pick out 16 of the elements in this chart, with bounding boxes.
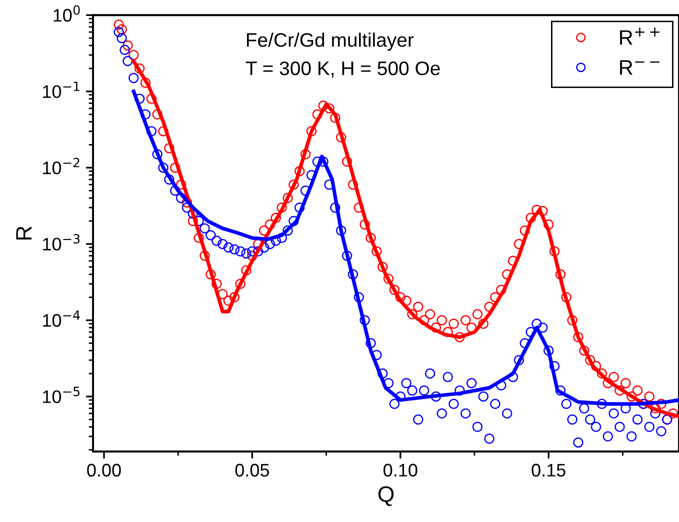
legend-label: R$^{++}$ (620, 28, 660, 45)
x-tick-label: 0.10 (384, 464, 418, 477)
y-tick-label: 10$^{−2}$ (43, 158, 80, 174)
annotation: T = 300 K, H = 500 Oe (246, 61, 440, 78)
y-tick-label: 10$^{−3}$ (43, 234, 80, 251)
x-axis-title: Q (378, 486, 394, 506)
y-tick-label: 10$^{−1}$ (43, 82, 80, 98)
y-tick-label: 10$^{0}$ (54, 5, 80, 22)
legend-label: R$^{−−}$ (620, 60, 660, 75)
x-tick-label: 0.05 (235, 464, 270, 477)
annotation: Fe/Cr/Gd multilayer (246, 32, 414, 51)
y-tick-label: 10$^{−5}$ (43, 386, 80, 404)
x-tick-label: 0.15 (532, 464, 566, 477)
y-axis-title: R (16, 226, 32, 240)
x-tick-label: 0.00 (87, 464, 121, 477)
y-tick-label: 10$^{−4}$ (43, 310, 80, 327)
